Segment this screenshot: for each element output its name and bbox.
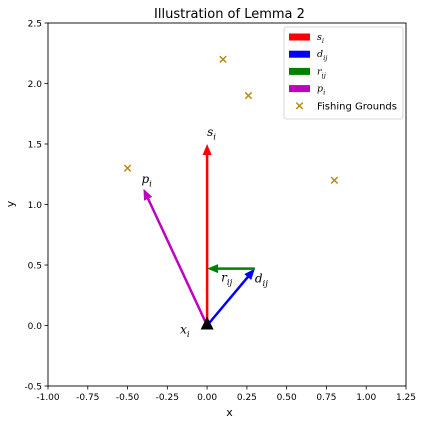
- vector-r-arrow: [207, 264, 255, 274]
- fishing-ground-marker: [219, 55, 227, 63]
- vector-s-arrow: [202, 144, 212, 326]
- y-tick-label: -0.5: [24, 382, 42, 392]
- legend-entry: pi: [289, 84, 325, 97]
- legend-entry: rij: [289, 66, 327, 79]
- legend-entry: Fishing Grounds: [295, 101, 397, 112]
- fishing-ground-marker: [244, 91, 253, 100]
- x-tick-label: 0.25: [237, 393, 257, 403]
- legend-swatch: [295, 102, 304, 110]
- legend-label: Fishing Grounds: [317, 101, 397, 112]
- vector-s-label: si: [207, 125, 216, 143]
- x-tick-label: -0.75: [76, 393, 99, 403]
- plot-area: si dij rij pi xi: [47, 22, 407, 387]
- legend-swatch: [289, 50, 310, 58]
- x-tick-label: -1.00: [36, 393, 60, 403]
- legend-swatch: [289, 85, 310, 93]
- vector-p-label: pi: [141, 172, 152, 190]
- x-tick-label: -0.50: [116, 393, 140, 403]
- y-tick-label: 2.5: [28, 19, 42, 29]
- legend-label: rij: [317, 66, 327, 79]
- x-tick-label: 0.75: [316, 393, 336, 403]
- vector-p-arrow: [143, 188, 209, 327]
- x-tick-label: 1.00: [356, 393, 376, 403]
- legend-label: pi: [317, 84, 325, 97]
- legend-swatch: [289, 67, 310, 75]
- legend-entry: dij: [289, 49, 328, 62]
- legend: si dij rij pi Fishing Grounds: [283, 26, 404, 120]
- y-tick-label: 1.0: [28, 201, 43, 211]
- y-tick-label: 2.0: [28, 80, 43, 90]
- vector-d-arrow: [206, 268, 255, 327]
- legend-label: dij: [317, 49, 328, 62]
- legend-swatch: [289, 33, 310, 41]
- y-tick-label: 0.0: [28, 322, 43, 332]
- y-tick-label: 0.5: [28, 261, 42, 271]
- vector-r-label: rij: [221, 271, 233, 289]
- origin-marker: [200, 316, 214, 330]
- origin-label: xi: [180, 323, 190, 341]
- x-tick-label: 0.00: [197, 393, 217, 403]
- x-tick-label: -0.25: [156, 393, 179, 403]
- chart-title: Illustration of Lemma 2: [154, 7, 305, 22]
- y-axis-label: y: [4, 200, 17, 207]
- legend-label: si: [317, 32, 324, 45]
- y-tick-label: 1.5: [28, 140, 42, 150]
- x-tick-label: 0.50: [277, 393, 297, 403]
- x-axis-label: x: [226, 406, 233, 419]
- legend-entry: si: [289, 32, 324, 45]
- x-tick-label: 1.25: [396, 393, 416, 403]
- vector-d-label: dij: [255, 272, 268, 290]
- fishing-ground-marker: [330, 176, 339, 184]
- legend-box: [283, 26, 404, 120]
- axis-ticks: -1.00 -0.75 -0.50 -0.25 0.00 0.25 0.50 0.75 1.00…: [24, 19, 416, 403]
- fishing-ground-marker: [123, 164, 132, 172]
